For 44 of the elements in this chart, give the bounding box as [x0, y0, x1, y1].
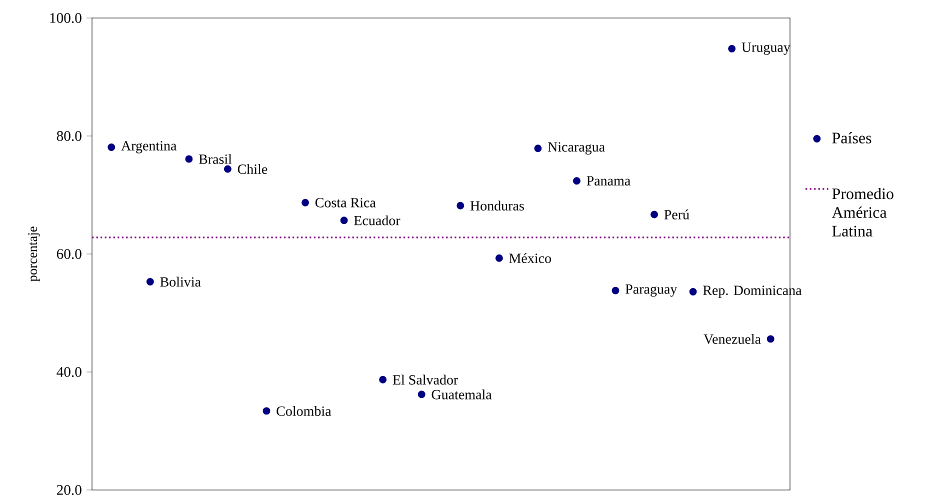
data-label: Perú: [664, 210, 690, 220]
data-label: Argentina: [121, 141, 177, 154]
data-label: Nicaragua: [548, 142, 605, 155]
legend-label: Promedio América Latina: [832, 188, 894, 237]
point: [534, 144, 542, 152]
point: [572, 177, 580, 185]
y-tick-label: 100.0: [50, 13, 82, 23]
point: [766, 335, 774, 343]
point: [418, 390, 426, 398]
data-label: Rep. Dominicana: [703, 286, 802, 298]
data-label: Ecuador: [354, 215, 400, 226]
point: [146, 278, 154, 286]
point: [108, 143, 116, 151]
legend-label: Países: [832, 132, 872, 144]
point: [689, 288, 697, 296]
data-label: Chile: [238, 164, 268, 174]
point: [224, 165, 232, 173]
point: [379, 376, 387, 384]
data-label: Venezuela: [704, 334, 761, 344]
data-label: El Salvador: [392, 374, 458, 385]
data-label: México: [509, 253, 551, 264]
point: [185, 155, 193, 163]
point: [728, 44, 736, 52]
data-label: Costa Rica: [315, 198, 376, 208]
data-label: Panama: [586, 176, 630, 186]
data-label: Guatemala: [432, 389, 492, 400]
y-axis-title: porcentaje: [28, 226, 40, 282]
data-label: Colombia: [276, 406, 332, 416]
point: [495, 254, 503, 262]
point: [262, 407, 270, 415]
point: [612, 286, 620, 294]
data-label: Paraguay: [626, 284, 678, 297]
point: [340, 216, 348, 224]
data-label: Honduras: [470, 200, 524, 211]
point: [650, 210, 658, 218]
data-label: Bolivia: [160, 276, 201, 287]
y-tick-label: 60.0: [56, 249, 82, 259]
data-label: Brasil: [198, 154, 232, 164]
point: [302, 198, 310, 206]
point: [456, 202, 464, 210]
y-tick-label: 40.0: [56, 367, 82, 377]
y-tick-label: 80.0: [56, 131, 82, 141]
data-label: Uruguay: [742, 42, 790, 55]
y-tick-label: 20.0: [56, 485, 82, 495]
